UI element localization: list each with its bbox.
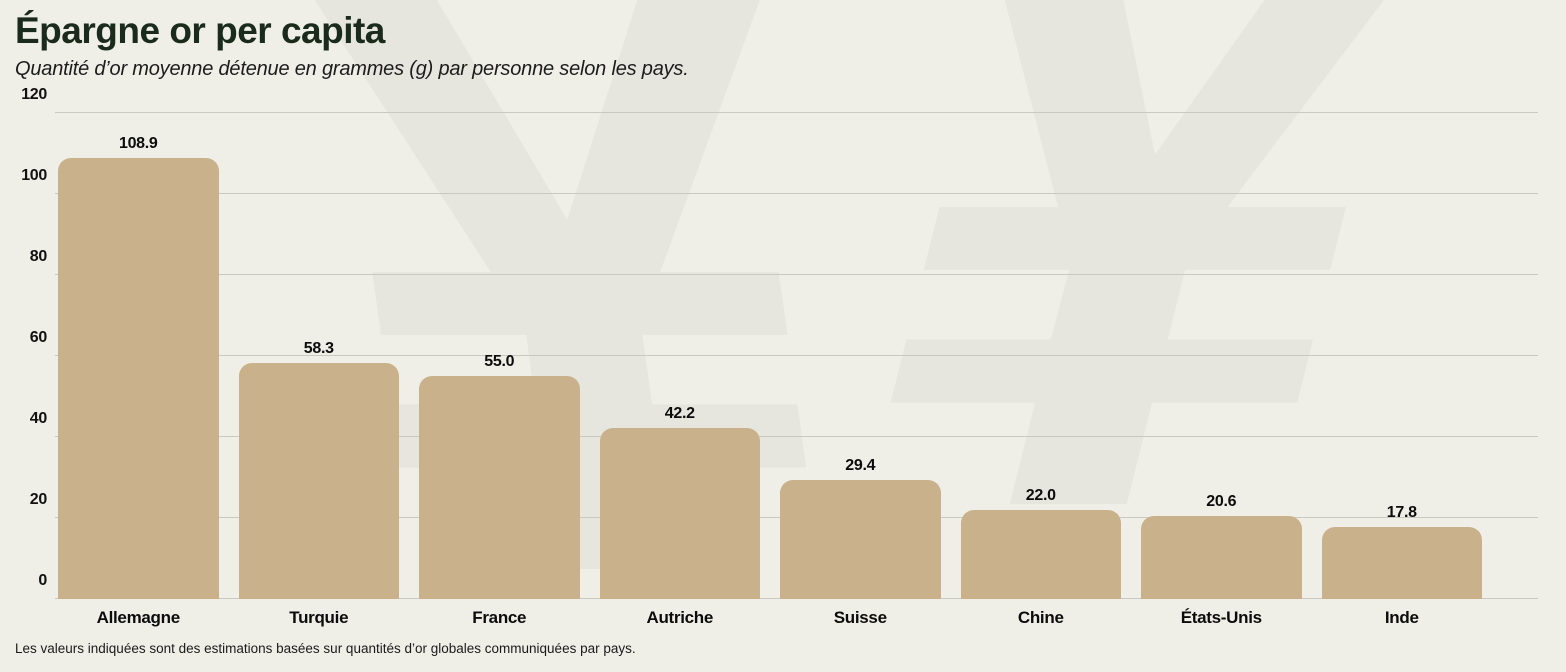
x-axis-category-label: Turquie xyxy=(289,608,349,627)
bar-value-label: 108.9 xyxy=(118,134,158,152)
bar-value-label: 29.4 xyxy=(845,456,876,474)
chart-header: Épargne or per capita Quantité d’or moye… xyxy=(15,10,689,81)
x-axis-category-label: Inde xyxy=(1384,608,1419,627)
x-axis-category-label: Autriche xyxy=(646,608,714,627)
bar-slot: 29.4 Suisse xyxy=(780,113,941,627)
bar-value-label: 17.8 xyxy=(1386,503,1417,521)
gridline xyxy=(55,193,1538,194)
bar-slot: 58.3 Turquie xyxy=(238,113,399,627)
gridline xyxy=(55,274,1538,276)
y-axis-tick-label: 80 xyxy=(29,248,48,266)
x-axis-category-label: Allemagne xyxy=(96,608,181,627)
bar xyxy=(238,362,399,599)
gridline xyxy=(55,355,1538,356)
x-axis-category-label: France xyxy=(472,608,527,627)
bar-chart-plot-area: 0 20 40 60 80 100 120 108.9 Allemagne 58.3 Turquie… xyxy=(21,86,1538,627)
y-axis-tick-label: 60 xyxy=(29,329,48,346)
bars-group: 108.9 Allemagne 58.3 Turquie 55.0 France 42.2 A… xyxy=(58,113,1482,627)
bar xyxy=(960,509,1121,599)
bar-value-label: 20.6 xyxy=(1206,492,1237,510)
bar-slot: 108.9 Allemagne xyxy=(58,113,219,627)
bar-slot: 22.0 Chine xyxy=(960,113,1121,627)
bar-slot: 55.0 France xyxy=(419,113,580,627)
chart-subtitle: Quantité d’or moyenne détenue en grammes… xyxy=(15,58,689,80)
bar xyxy=(58,157,219,599)
bar-slot: 17.8 Inde xyxy=(1321,113,1482,627)
chart-footnote: Les valeurs indiquées sont des estimatio… xyxy=(15,641,636,656)
page-title: Épargne or per capita xyxy=(15,10,385,51)
bar xyxy=(780,479,941,599)
x-axis-category-label: Suisse xyxy=(833,608,887,627)
x-axis-category-label: Chine xyxy=(1017,608,1064,627)
bar-slot: 42.2 Autriche xyxy=(599,113,760,627)
y-axis-tick-label: 40 xyxy=(29,410,48,428)
bar-value-label: 55.0 xyxy=(484,353,515,371)
gridline xyxy=(55,112,1538,113)
x-axis-category-label: États-Unis xyxy=(1180,608,1262,627)
gridline xyxy=(55,436,1538,438)
bar xyxy=(599,428,760,599)
bar-slot: 20.6 États-Unis xyxy=(1141,113,1302,627)
bar-value-label: 58.3 xyxy=(303,339,334,357)
bar xyxy=(1141,515,1302,599)
bar-value-label: 22.0 xyxy=(1025,486,1056,504)
y-axis-tick-label: 0 xyxy=(38,572,47,589)
bar-value-label: 42.2 xyxy=(664,405,695,423)
y-axis-tick-label: 100 xyxy=(21,167,47,184)
bar xyxy=(419,376,580,599)
bar xyxy=(1321,526,1482,599)
y-axis-tick-label: 20 xyxy=(29,491,48,509)
y-axis-tick-label: 120 xyxy=(21,86,47,103)
